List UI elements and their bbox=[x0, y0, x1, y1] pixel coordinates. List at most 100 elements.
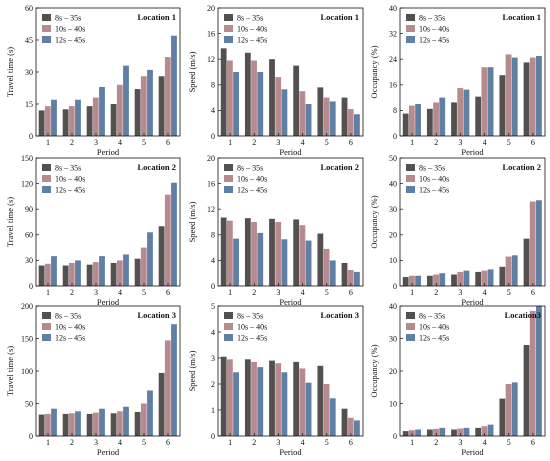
y-tick-label: 40 bbox=[389, 4, 397, 13]
x-tick-label: 1 bbox=[228, 138, 232, 147]
bar bbox=[92, 97, 99, 136]
bar bbox=[505, 54, 512, 136]
x-tick-label: 5 bbox=[142, 288, 146, 297]
legend-swatch bbox=[406, 186, 415, 193]
bar bbox=[226, 220, 233, 286]
y-axis-label: Occupancy (%) bbox=[369, 195, 379, 248]
bar bbox=[116, 84, 123, 136]
y-tick-label: 0 bbox=[29, 132, 33, 141]
bar bbox=[68, 262, 75, 286]
bar bbox=[305, 382, 312, 436]
panel-title: Location 2 bbox=[321, 162, 360, 172]
bar bbox=[529, 57, 536, 136]
bar bbox=[116, 260, 123, 286]
legend-swatch bbox=[224, 175, 233, 182]
bar bbox=[134, 258, 141, 286]
y-tick-label: 20 bbox=[207, 4, 215, 13]
y-tick-label: 15 bbox=[25, 100, 33, 109]
x-tick-label: 2 bbox=[434, 288, 438, 297]
x-tick-label: 1 bbox=[46, 438, 50, 447]
y-tick-label: 5 bbox=[211, 302, 215, 311]
y-tick-label: 0 bbox=[393, 132, 397, 141]
bar bbox=[147, 69, 153, 136]
legend-label: 10s – 40s bbox=[237, 25, 267, 34]
x-axis-label: Period bbox=[461, 147, 484, 157]
x-tick-label: 4 bbox=[483, 438, 487, 447]
x-tick-label: 3 bbox=[276, 138, 280, 147]
panel-title: Location 2 bbox=[138, 162, 177, 172]
y-tick-label: 150 bbox=[21, 334, 33, 343]
legend-swatch bbox=[224, 323, 233, 330]
axes-frame bbox=[35, 157, 181, 287]
bar bbox=[475, 271, 482, 286]
bar bbox=[99, 256, 105, 286]
bar bbox=[439, 97, 446, 136]
legend: 8s – 35s 10s – 40s 12s – 45s bbox=[224, 14, 267, 45]
x-tick-label: 5 bbox=[507, 438, 511, 447]
y-tick-label: 12 bbox=[207, 205, 215, 214]
panel-title: Location 1 bbox=[138, 12, 177, 22]
panel-2-3: 0 10 20 30 40 50 1 2 3 4 5 6 Period Occupancy (%) Loca… bbox=[369, 154, 546, 307]
bar bbox=[505, 256, 512, 286]
x-tick-label: 2 bbox=[70, 138, 74, 147]
y-axis-label: Travel time (s) bbox=[5, 346, 15, 396]
bar bbox=[487, 269, 494, 286]
x-tick-label: 6 bbox=[166, 438, 170, 447]
panel-3-3: 0 10 20 30 40 1 2 3 4 5 6 Period Occupancy (%) Locati… bbox=[369, 302, 546, 457]
bar bbox=[463, 89, 470, 136]
bar bbox=[426, 108, 433, 136]
x-tick-label: 1 bbox=[410, 288, 414, 297]
x-tick-label: 6 bbox=[349, 438, 353, 447]
bar bbox=[341, 262, 348, 286]
x-axis-label: Period bbox=[97, 147, 120, 157]
x-tick-label: 5 bbox=[325, 288, 329, 297]
panel-title: Location 3 bbox=[321, 310, 360, 320]
y-tick-label: 60 bbox=[25, 4, 33, 13]
bar bbox=[415, 275, 421, 286]
legend-label: 10s – 40s bbox=[55, 323, 85, 332]
y-tick-label: 2 bbox=[211, 380, 215, 389]
y-tick-label: 0 bbox=[211, 132, 215, 141]
bar bbox=[457, 428, 464, 436]
panel-1-3: 0 8 16 24 32 40 1 2 3 4 5 6 Period Occupancy (%) Locat… bbox=[369, 4, 546, 157]
bar bbox=[305, 240, 312, 286]
y-tick-label: 10 bbox=[389, 399, 397, 408]
bar bbox=[269, 59, 275, 137]
y-tick-label: 20 bbox=[389, 231, 397, 240]
x-tick-label: 6 bbox=[531, 288, 535, 297]
y-tick-label: 3 bbox=[211, 354, 215, 363]
bar bbox=[68, 413, 75, 436]
legend-label: 8s – 35s bbox=[55, 14, 81, 23]
bar bbox=[92, 262, 99, 286]
y-tick-label: 0 bbox=[29, 432, 33, 441]
bar bbox=[433, 274, 439, 286]
bar bbox=[164, 57, 171, 136]
legend-label: 12s – 45s bbox=[419, 186, 449, 195]
bar bbox=[487, 424, 494, 437]
bar bbox=[347, 417, 354, 436]
x-axis-label: Period bbox=[97, 297, 120, 307]
y-tick-label: 1 bbox=[211, 406, 215, 415]
y-tick-label: 24 bbox=[389, 55, 397, 64]
legend-label: 12s – 45s bbox=[55, 186, 85, 195]
bar bbox=[220, 48, 227, 136]
bar bbox=[329, 101, 336, 136]
bar bbox=[402, 277, 409, 286]
legend-label: 12s – 45s bbox=[55, 334, 85, 343]
legend: 8s – 35s 10s – 40s 12s – 45s bbox=[406, 14, 449, 45]
bar bbox=[134, 411, 141, 436]
legend-swatch bbox=[406, 25, 415, 32]
y-tick-label: 20 bbox=[207, 154, 215, 163]
x-tick-label: 4 bbox=[301, 288, 305, 297]
legend-label: 8s – 35s bbox=[55, 312, 81, 321]
bar bbox=[426, 275, 433, 286]
bar bbox=[293, 65, 300, 136]
y-tick-label: 16 bbox=[207, 29, 215, 38]
y-tick-label: 30 bbox=[389, 205, 397, 214]
axes-frame bbox=[399, 157, 546, 287]
y-tick-label: 30 bbox=[389, 334, 397, 343]
y-tick-label: 0 bbox=[211, 282, 215, 291]
bar bbox=[116, 411, 123, 436]
